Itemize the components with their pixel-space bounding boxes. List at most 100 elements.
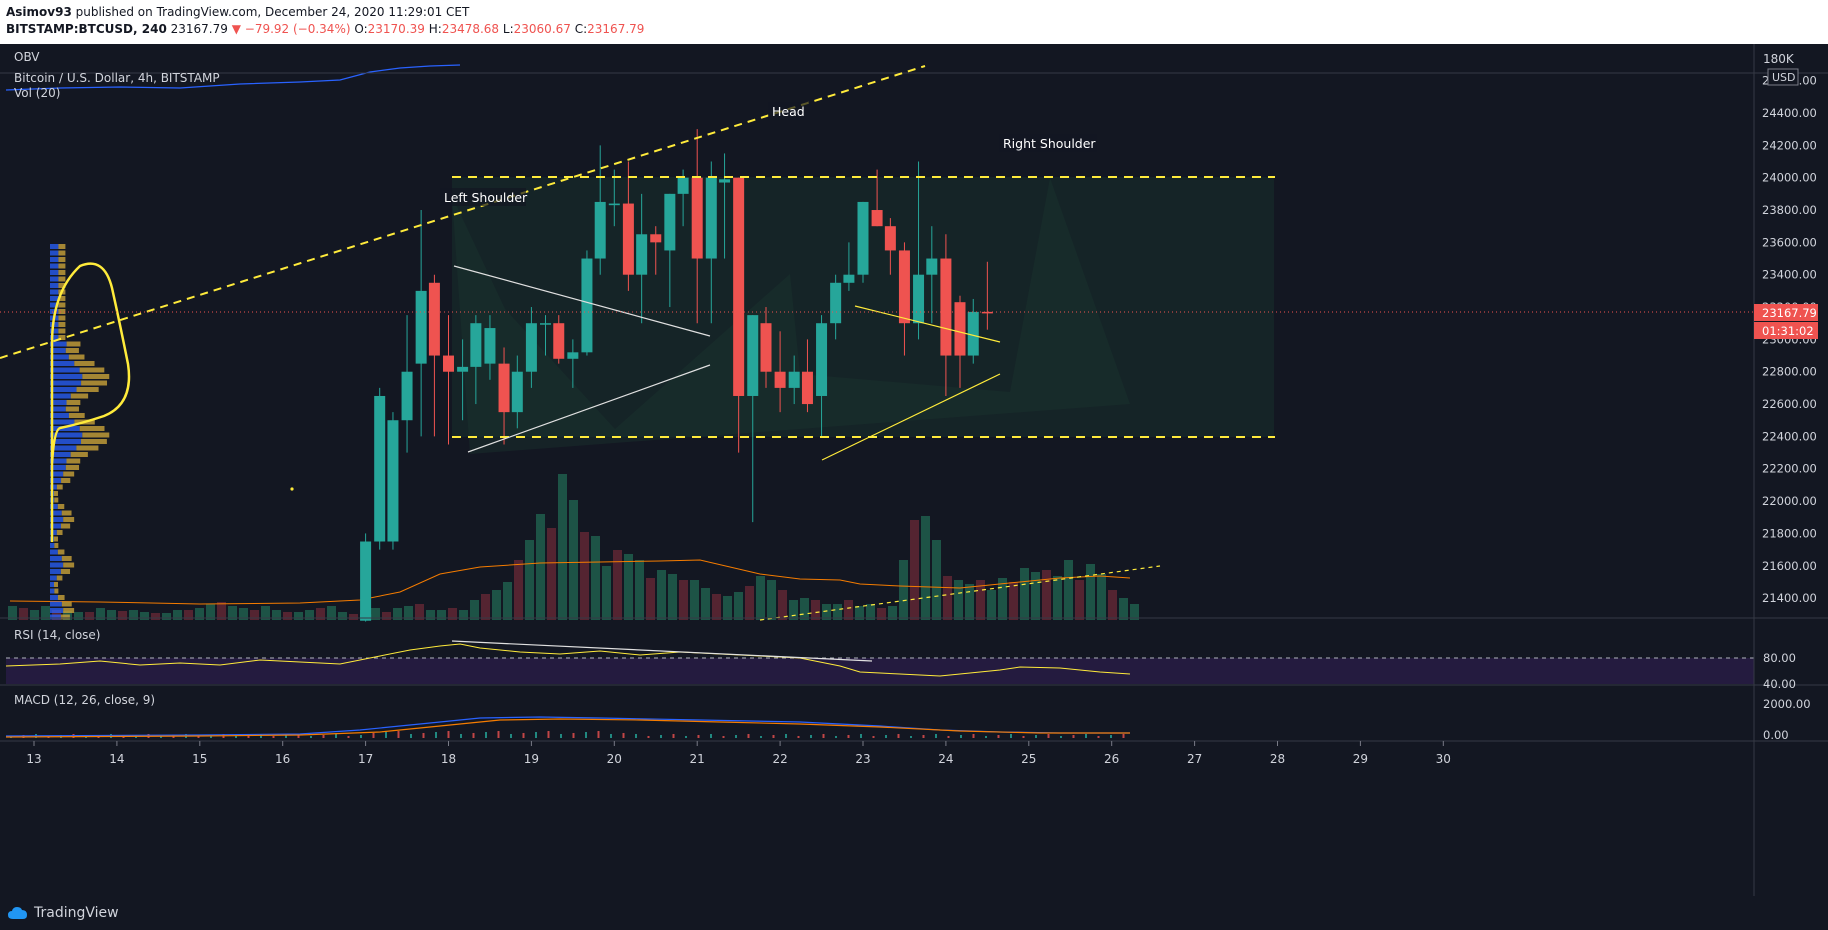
volume-bar-8 [96, 608, 105, 620]
head-label[interactable]: Head [768, 102, 810, 120]
main-pane: Left Shoulder Head Right Shoulder Bitcoi… [0, 65, 1828, 622]
open-value: 23170.39 [367, 22, 425, 36]
rsi-divergence-line[interactable] [451, 640, 873, 662]
macd-bar-25 [322, 735, 325, 738]
candle-body-35 [830, 282, 842, 324]
vp-bar-up-0 [50, 244, 59, 249]
time-tick-30: 30 [1436, 752, 1451, 766]
volume-bar-64 [712, 594, 721, 620]
volume-bar-89 [987, 590, 996, 620]
macd-bar-15 [197, 736, 200, 738]
macd-bar-22 [285, 735, 287, 738]
price-tick-22200: 22200.00 [1762, 462, 1817, 476]
time-axis[interactable]: 13 14 15 16 17 18 19 20 21 22 23 24 25 26 27 28 29 30 [26, 741, 1451, 766]
vp-bar-up-19 [50, 367, 80, 373]
volume-bar-24 [272, 610, 281, 620]
volume-bar-51 [569, 500, 578, 620]
macd-bar-38 [485, 732, 487, 738]
macd-bar-28 [360, 735, 362, 738]
triangle-lower-left[interactable] [467, 364, 711, 453]
macd-bar-72 [910, 736, 912, 738]
volume-profile [50, 244, 110, 620]
vp-bar-up-50 [50, 569, 61, 574]
tradingview-logo[interactable]: TradingView [8, 905, 119, 921]
volume-bar-36 [404, 606, 413, 620]
vp-bar-down-32 [70, 452, 88, 457]
vp-bar-down-1 [58, 250, 66, 256]
macd-bar-63 [797, 736, 800, 738]
obv-label: OBV [14, 50, 40, 64]
vp-bar-down-35 [63, 471, 75, 477]
volume-bar-44 [492, 590, 501, 620]
candle-body-16 [567, 352, 579, 359]
vp-bar-down-15 [66, 341, 81, 347]
candle-body-2 [374, 395, 386, 542]
vp-bar-down-47 [57, 549, 65, 555]
candle-body-30 [760, 323, 772, 372]
volume-bar-35 [393, 608, 402, 620]
vp-bar-down-50 [60, 569, 71, 574]
vp-bar-up-32 [50, 452, 71, 457]
price-tick-22600: 22600.00 [1762, 397, 1817, 411]
vp-bar-down-8 [58, 296, 66, 301]
rsi-tick-40: 40.00 [1763, 677, 1796, 691]
author-name[interactable]: Asimov93 [6, 5, 72, 19]
volume-bar-76 [844, 600, 853, 620]
footer: TradingView [0, 896, 1828, 930]
macd-bar-33 [422, 733, 425, 738]
long-trendline[interactable] [0, 65, 926, 359]
volume-bar-101 [1119, 598, 1128, 620]
candle-body-17 [581, 258, 593, 353]
vp-bar-down-46 [54, 543, 59, 548]
volume-bar-22 [250, 610, 259, 620]
vp-bar-up-42 [50, 517, 64, 522]
triangle-upper-right[interactable] [854, 305, 1001, 343]
price-axis[interactable]: 24600.0024400.0024200.0024000.0023800.00… [1753, 44, 1818, 896]
macd-bar-89 [1122, 734, 1125, 738]
vp-bar-down-28 [79, 426, 105, 431]
volume-bar-42 [470, 600, 479, 620]
volume-bar-10 [118, 611, 127, 620]
volume-bar-27 [305, 610, 314, 620]
currency-badge[interactable]: USD [1767, 68, 1799, 86]
chart-canvas[interactable]: OBV 180K Left Shoulder Head [0, 44, 1828, 896]
vp-bar-up-57 [50, 614, 61, 620]
vp-bar-up-48 [50, 556, 62, 561]
volume-profile-circle[interactable] [50, 262, 131, 542]
volume-bar-47 [525, 540, 534, 620]
vp-bar-up-24 [50, 400, 67, 405]
volume-bar-49 [547, 528, 556, 620]
macd-bar-53 [672, 734, 675, 738]
vp-bar-down-4 [58, 270, 66, 275]
price-tick-21400: 21400.00 [1762, 591, 1817, 605]
dot-marker [290, 487, 294, 491]
low-label: L: [502, 22, 514, 36]
vp-bar-up-36 [50, 478, 62, 483]
left-shoulder-label[interactable]: Left Shoulder [440, 188, 528, 206]
vp-bar-down-19 [79, 367, 105, 373]
vp-bar-down-54 [57, 595, 65, 600]
macd-bar-61 [772, 735, 775, 738]
volume-bar-41 [459, 610, 468, 620]
vp-bar-up-43 [50, 523, 61, 529]
candle-body-41 [913, 274, 925, 324]
vp-bar-up-9 [50, 302, 59, 308]
macd-bar-23 [297, 734, 300, 738]
macd-bar-43 [547, 731, 550, 738]
vp-bar-down-2 [58, 257, 66, 262]
volume-bar-93 [1031, 572, 1040, 620]
volume-bar-11 [129, 610, 138, 620]
volume-bar-28 [316, 608, 325, 620]
macd-bar-85 [1072, 735, 1075, 738]
volume-trendline[interactable] [759, 565, 1161, 621]
macd-bar-30 [385, 732, 387, 738]
vp-bar-down-49 [63, 562, 75, 568]
triangle-lower-right[interactable] [821, 373, 1001, 461]
triangle-upper-left[interactable] [453, 265, 711, 337]
vp-bar-down-38 [54, 491, 58, 496]
right-shoulder-label[interactable]: Right Shoulder [999, 134, 1097, 152]
volume-bar-80 [888, 606, 897, 620]
volume-bar-68 [756, 576, 765, 620]
macd-bar-37 [472, 733, 475, 738]
cloud-icon [8, 907, 27, 919]
